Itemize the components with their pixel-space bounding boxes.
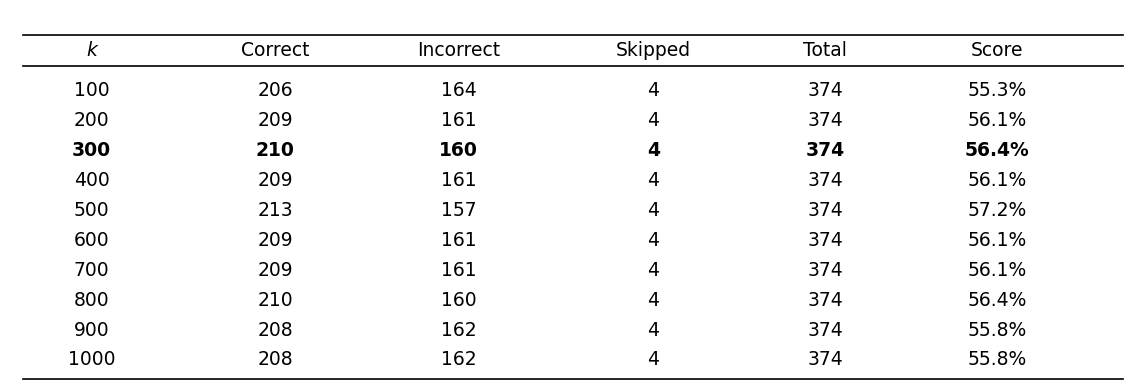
Text: 160: 160	[440, 291, 477, 310]
Text: 374: 374	[807, 171, 843, 190]
Text: 209: 209	[257, 111, 293, 130]
Text: 374: 374	[807, 81, 843, 101]
Text: 4: 4	[647, 201, 659, 220]
Text: 56.4%: 56.4%	[965, 141, 1029, 160]
Text: 157: 157	[440, 201, 477, 220]
Text: 300: 300	[72, 141, 111, 160]
Text: 200: 200	[73, 111, 110, 130]
Text: 374: 374	[807, 111, 843, 130]
Text: 56.4%: 56.4%	[967, 291, 1027, 310]
Text: 161: 161	[440, 231, 477, 250]
Text: 208: 208	[257, 350, 293, 370]
Text: 206: 206	[257, 81, 293, 101]
Text: 55.8%: 55.8%	[967, 350, 1027, 370]
Text: 374: 374	[807, 231, 843, 250]
Text: 374: 374	[806, 141, 845, 160]
Text: 210: 210	[256, 141, 295, 160]
Text: 600: 600	[73, 231, 110, 250]
Text: 209: 209	[257, 231, 293, 250]
Text: Correct: Correct	[241, 41, 309, 60]
Text: Score: Score	[971, 41, 1023, 60]
Text: 56.1%: 56.1%	[967, 111, 1027, 130]
Text: 1000: 1000	[68, 350, 116, 370]
Text: 209: 209	[257, 261, 293, 280]
Text: 4: 4	[647, 171, 659, 190]
Text: 800: 800	[73, 291, 110, 310]
Text: 4: 4	[647, 291, 659, 310]
Text: 161: 161	[440, 171, 477, 190]
Text: 162: 162	[440, 320, 477, 339]
Text: 162: 162	[440, 350, 477, 370]
Text: 374: 374	[807, 261, 843, 280]
Text: 900: 900	[73, 320, 110, 339]
Text: 160: 160	[439, 141, 478, 160]
Text: 56.1%: 56.1%	[967, 231, 1027, 250]
Text: 4: 4	[646, 141, 660, 160]
Text: 209: 209	[257, 171, 293, 190]
Text: 56.1%: 56.1%	[967, 261, 1027, 280]
Text: Incorrect: Incorrect	[417, 41, 500, 60]
Text: 400: 400	[73, 171, 110, 190]
Text: 55.8%: 55.8%	[967, 320, 1027, 339]
Text: 210: 210	[257, 291, 293, 310]
Text: 100: 100	[73, 81, 110, 101]
Text: 374: 374	[807, 320, 843, 339]
Text: k: k	[86, 41, 97, 60]
Text: 213: 213	[257, 201, 293, 220]
Text: 4: 4	[647, 350, 659, 370]
Text: 57.2%: 57.2%	[967, 201, 1027, 220]
Text: 4: 4	[647, 111, 659, 130]
Text: 500: 500	[73, 201, 110, 220]
Text: 374: 374	[807, 291, 843, 310]
Text: 4: 4	[647, 231, 659, 250]
Text: 161: 161	[440, 111, 477, 130]
Text: 208: 208	[257, 320, 293, 339]
Text: 56.1%: 56.1%	[967, 171, 1027, 190]
Text: 161: 161	[440, 261, 477, 280]
Text: 700: 700	[73, 261, 110, 280]
Text: 4: 4	[647, 261, 659, 280]
Text: 4: 4	[647, 81, 659, 101]
Text: Total: Total	[803, 41, 847, 60]
Text: Skipped: Skipped	[615, 41, 691, 60]
Text: 4: 4	[647, 320, 659, 339]
Text: 55.3%: 55.3%	[967, 81, 1027, 101]
Text: 374: 374	[807, 201, 843, 220]
Text: 374: 374	[807, 350, 843, 370]
Text: 164: 164	[440, 81, 477, 101]
